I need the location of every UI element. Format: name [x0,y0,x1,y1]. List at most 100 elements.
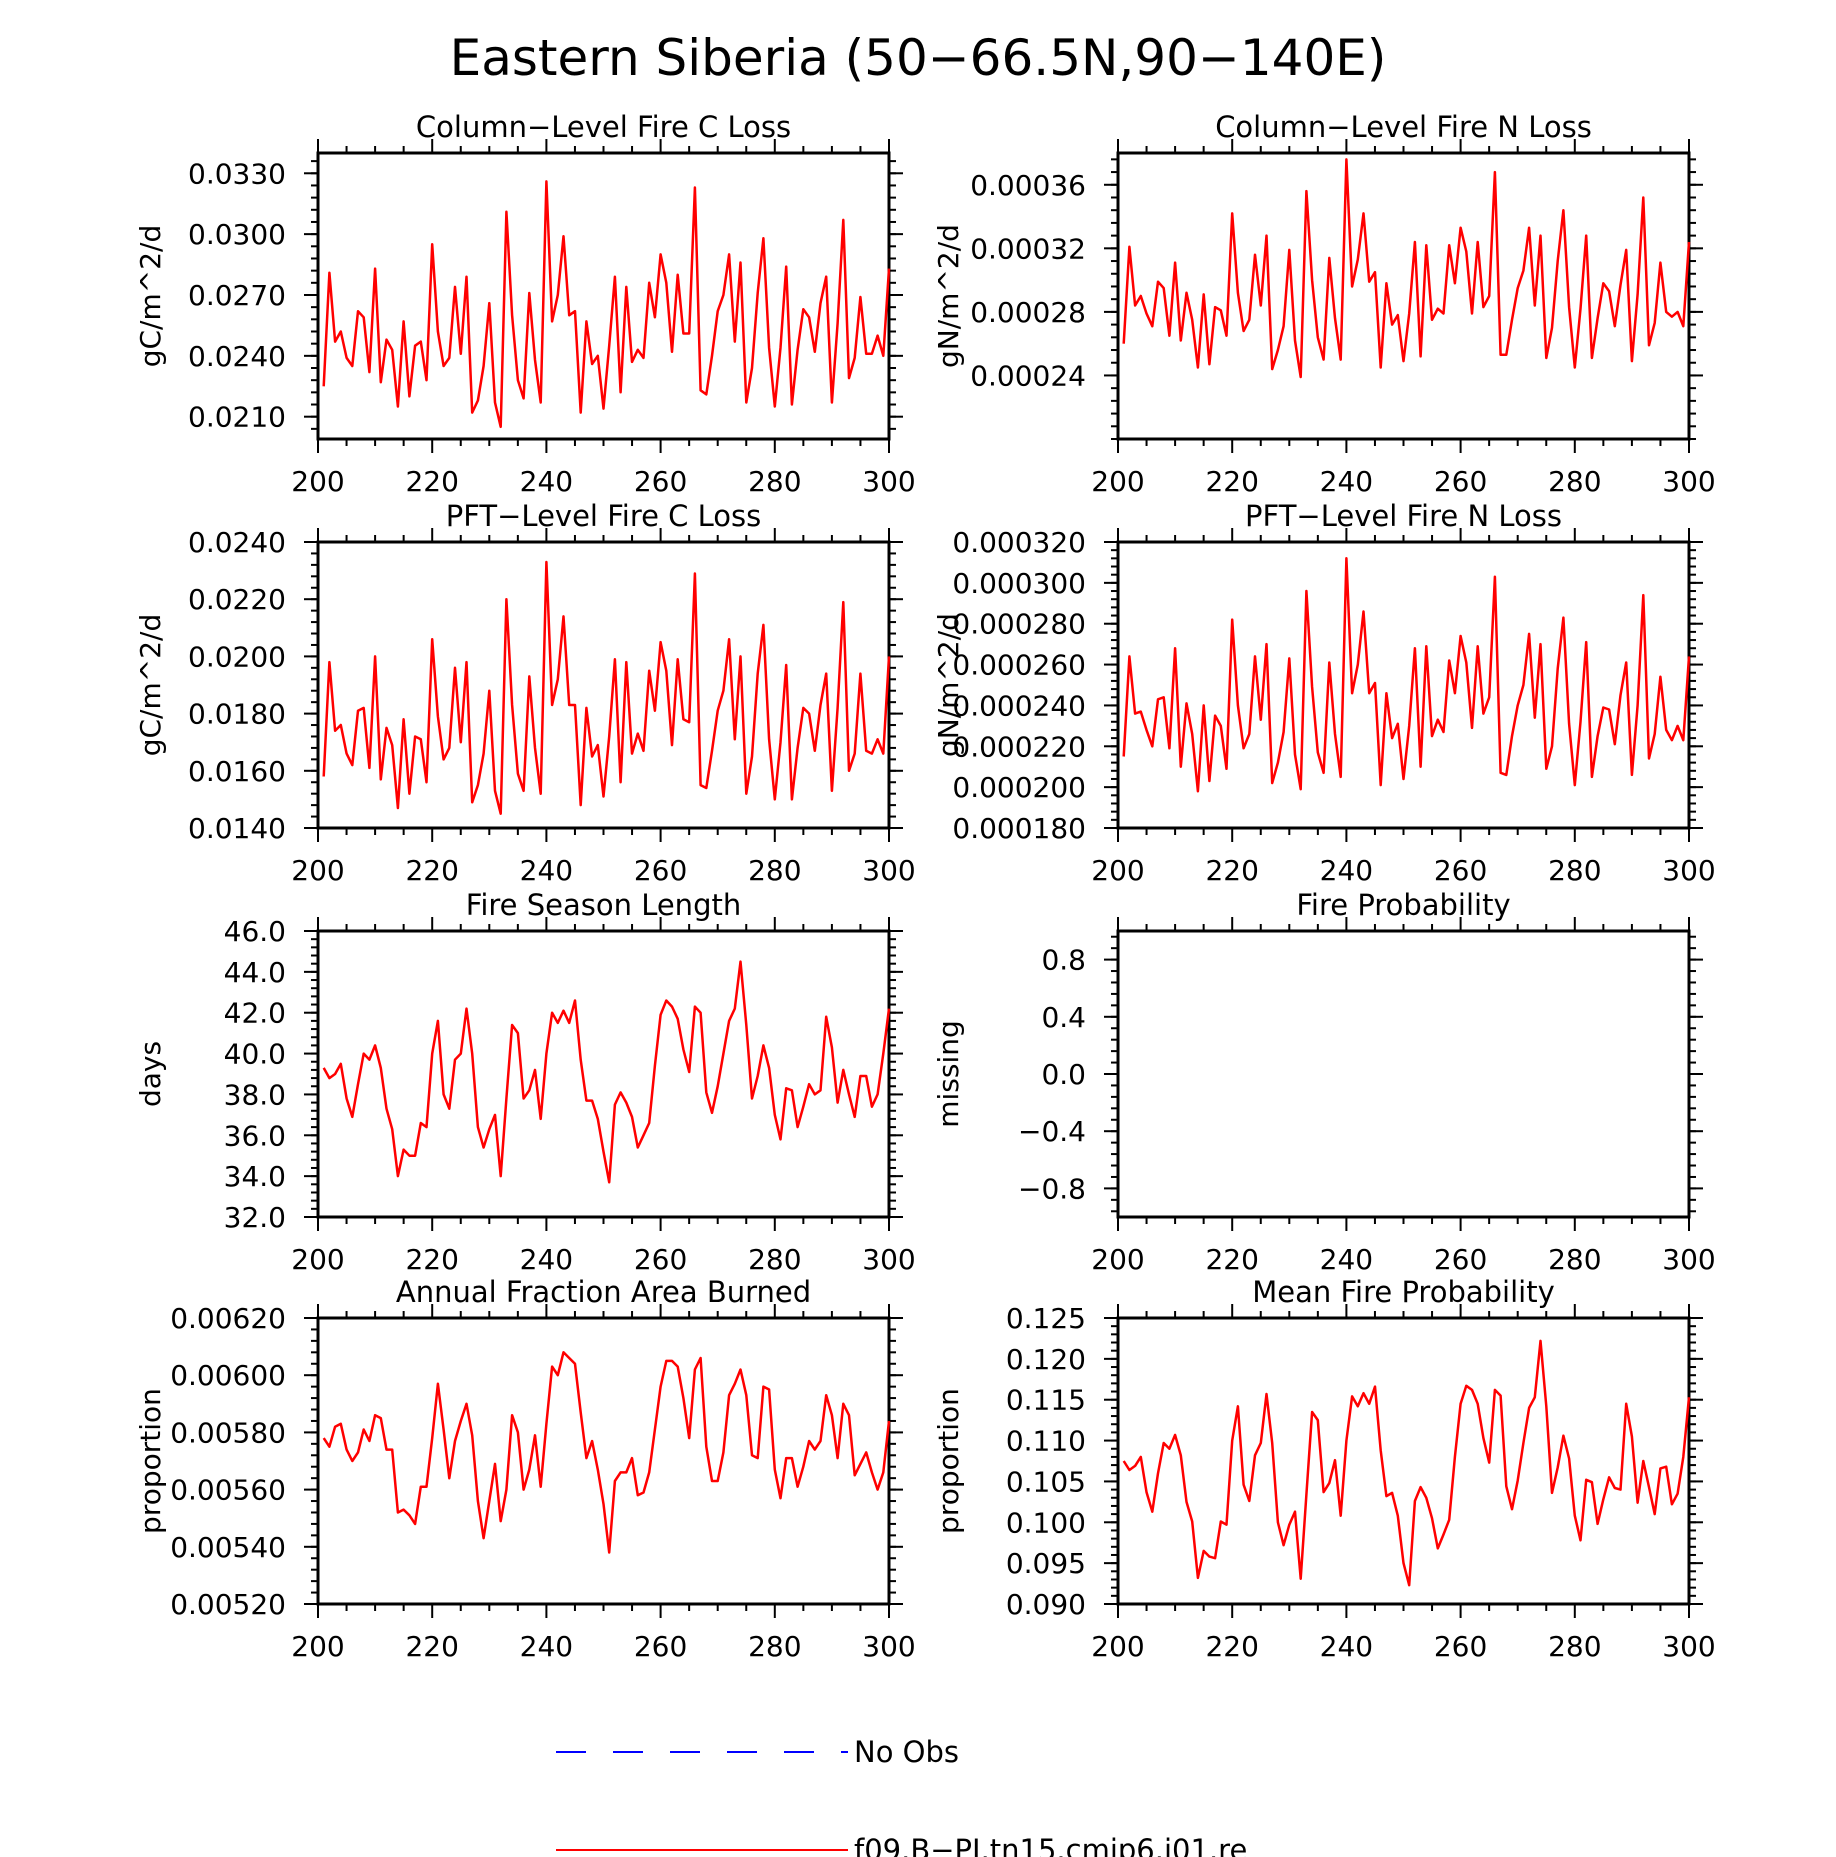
y-tick-label: 38.0 [224,1078,286,1111]
y-tick-label: 0.00540 [170,1531,286,1564]
y-tick-label: 0.105 [1006,1465,1086,1498]
y-tick-label: 0.000320 [952,526,1086,559]
x-tick-label: 280 [748,854,801,887]
x-tick-label: 260 [634,1243,687,1276]
series-line [1122,1339,1691,1587]
plot-frame [316,929,891,1219]
y-axis-label: gN/m^2/d [932,224,965,368]
x-tick-label: 300 [862,854,915,887]
y-tick-label: 0.000300 [952,567,1086,600]
legend-label: f09.B−PI.tn15.cmip6.j01.re [854,1833,1247,1857]
series-line [322,180,891,429]
y-tick-label: 0.0180 [188,698,286,731]
panel-8: 200 220 240 260 280 300 0.090 0.095 0.100 0.105 0.… [932,1275,1716,1663]
x-tick-label: 260 [1434,854,1487,887]
x-tick-label: 200 [291,1630,344,1663]
x-tick-label: 240 [1320,465,1373,498]
panel-title: Annual Fraction Area Burned [396,1275,811,1309]
panel-title: Column−Level Fire C Loss [416,110,791,144]
y-tick-label: 0.00032 [970,232,1086,265]
y-axis-label: proportion [932,1388,965,1534]
y-tick-label: 0.00036 [970,169,1086,202]
x-tick-label: 280 [1548,854,1601,887]
y-tick-label: 0.00024 [970,359,1086,392]
y-tick-label: 0.000180 [952,812,1086,845]
y-axis-label: gC/m^2/d [134,614,167,757]
x-tick-label: 240 [520,854,573,887]
figure-title: Eastern Siberia (50−66.5N,90−140E) [450,29,1387,87]
legend-label: No Obs [854,1735,959,1769]
series-line [1122,158,1691,379]
y-axis-label: missing [932,1020,965,1128]
x-tick-label: 220 [405,854,458,887]
y-tick-label: 40.0 [224,1038,286,1071]
y-tick-label: 0.000260 [952,649,1086,682]
panel-title: Column−Level Fire N Loss [1215,110,1592,144]
x-tick-label: 200 [1091,465,1144,498]
y-tick-label: 0.000220 [952,730,1086,763]
y-tick-label: 0.115 [1006,1384,1086,1417]
x-tick-label: 260 [1434,465,1487,498]
x-tick-label: 220 [1205,465,1258,498]
y-tick-label: 0.0240 [188,526,286,559]
panel-6: 200 220 240 260 280 300 −0.8 −0.4 0.0 0.4 0.8 Fire … [932,888,1716,1276]
y-tick-label: 0.4 [1041,1001,1086,1034]
y-tick-label: 0.110 [1006,1425,1086,1458]
y-tick-label: −0.8 [1018,1172,1086,1205]
y-tick-label: 0.0220 [188,583,286,616]
x-tick-label: 240 [520,465,573,498]
y-tick-label: 0.0140 [188,812,286,845]
y-tick-label: 0.090 [1006,1588,1086,1621]
y-axis-label: gN/m^2/d [932,613,965,757]
x-tick-label: 280 [1548,465,1601,498]
y-tick-label: 0.00620 [170,1302,286,1335]
y-tick-label: 0.000280 [952,608,1086,641]
series-line [322,560,891,815]
y-axis-label: days [134,1041,167,1107]
y-tick-label: 0.0200 [188,640,286,673]
y-axis-label: proportion [134,1388,167,1534]
x-tick-label: 260 [1434,1243,1487,1276]
y-tick-label: 32.0 [224,1201,286,1234]
x-tick-label: 240 [520,1630,573,1663]
x-tick-label: 260 [634,465,687,498]
panel-title: PFT−Level Fire N Loss [1245,499,1562,533]
y-tick-label: 0.00600 [170,1359,286,1392]
x-tick-label: 260 [634,1630,687,1663]
x-tick-label: 280 [748,465,801,498]
panel-3: 200 220 240 260 280 300 0.0140 0.0160 0.0180 0.02… [134,499,916,887]
y-axis-label: gC/m^2/d [134,225,167,368]
y-tick-label: 34.0 [224,1160,286,1193]
y-tick-label: 0.00560 [170,1474,286,1507]
x-tick-label: 300 [1662,1243,1715,1276]
series-line [322,1351,891,1554]
x-tick-label: 200 [1091,854,1144,887]
y-tick-label: 0.000200 [952,771,1086,804]
panel-1: 200 220 240 260 280 300 0.0210 0.0240 0.0270 0.03… [134,110,916,498]
panel-7: 200 220 240 260 280 300 0.00520 0.00540 0.00560 0… [134,1275,916,1663]
y-tick-label: 0.000240 [952,689,1086,722]
x-tick-label: 280 [1548,1243,1601,1276]
y-tick-label: 0.0240 [188,340,286,373]
series-line [1122,557,1691,793]
x-tick-label: 280 [748,1630,801,1663]
x-tick-label: 280 [1548,1630,1601,1663]
y-tick-label: 0.0160 [188,755,286,788]
panel-2: 200 220 240 260 280 300 0.00024 0.00028 0.00032 0… [932,110,1716,498]
panels: 200 220 240 260 280 3000.02100.02400.02700.03… [134,110,1716,1663]
y-tick-label: 0.0 [1041,1058,1086,1091]
y-tick-label: 0.00520 [170,1588,286,1621]
panel-title: Fire Probability [1296,888,1510,922]
y-tick-label: 0.125 [1006,1302,1086,1335]
y-tick-label: 46.0 [224,915,286,948]
plot-frame [1116,540,1691,830]
y-tick-label: 0.00580 [170,1416,286,1449]
y-tick-label: 0.00028 [970,296,1086,329]
series-line [322,960,891,1184]
x-tick-label: 240 [1320,1243,1373,1276]
y-tick-label: 0.100 [1006,1506,1086,1539]
x-tick-label: 300 [1662,465,1715,498]
y-tick-label: 42.0 [224,997,286,1030]
y-tick-label: 0.0210 [188,401,286,434]
x-tick-label: 220 [405,1243,458,1276]
